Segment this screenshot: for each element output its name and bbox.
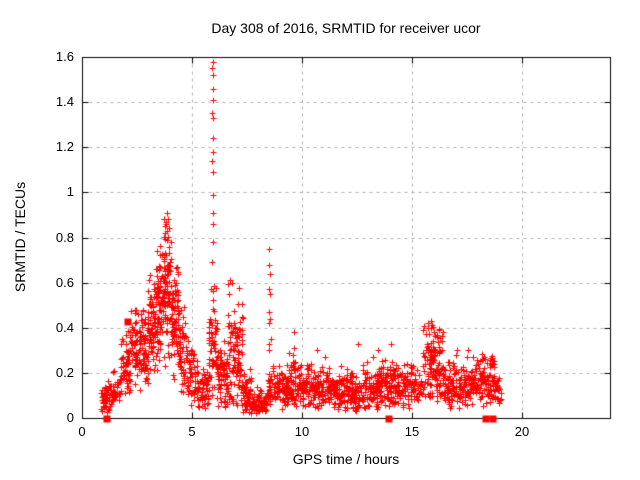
y-tick-label: 0	[66, 410, 74, 425]
x-axis-label: GPS time / hours	[292, 451, 400, 467]
x-tick-label: 10	[294, 424, 310, 439]
x-tick-label: 20	[514, 424, 530, 439]
x-tick-label: 5	[188, 424, 196, 439]
y-tick-label: 0.6	[55, 275, 74, 290]
y-tick-label: 1.2	[55, 139, 74, 154]
x-tick-label: 15	[404, 424, 420, 439]
y-tick-label: 0.8	[55, 230, 74, 245]
y-tick-label: 1	[66, 184, 74, 199]
x-tick-label: 0	[78, 424, 86, 439]
y-tick-label: 1.4	[55, 94, 74, 109]
y-tick-label: 1.6	[55, 49, 74, 64]
y-tick-label: 0.4	[55, 320, 74, 335]
chart-title: Day 308 of 2016, SRMTID for receiver uco…	[211, 20, 481, 36]
y-tick-label: 0.2	[55, 365, 74, 380]
